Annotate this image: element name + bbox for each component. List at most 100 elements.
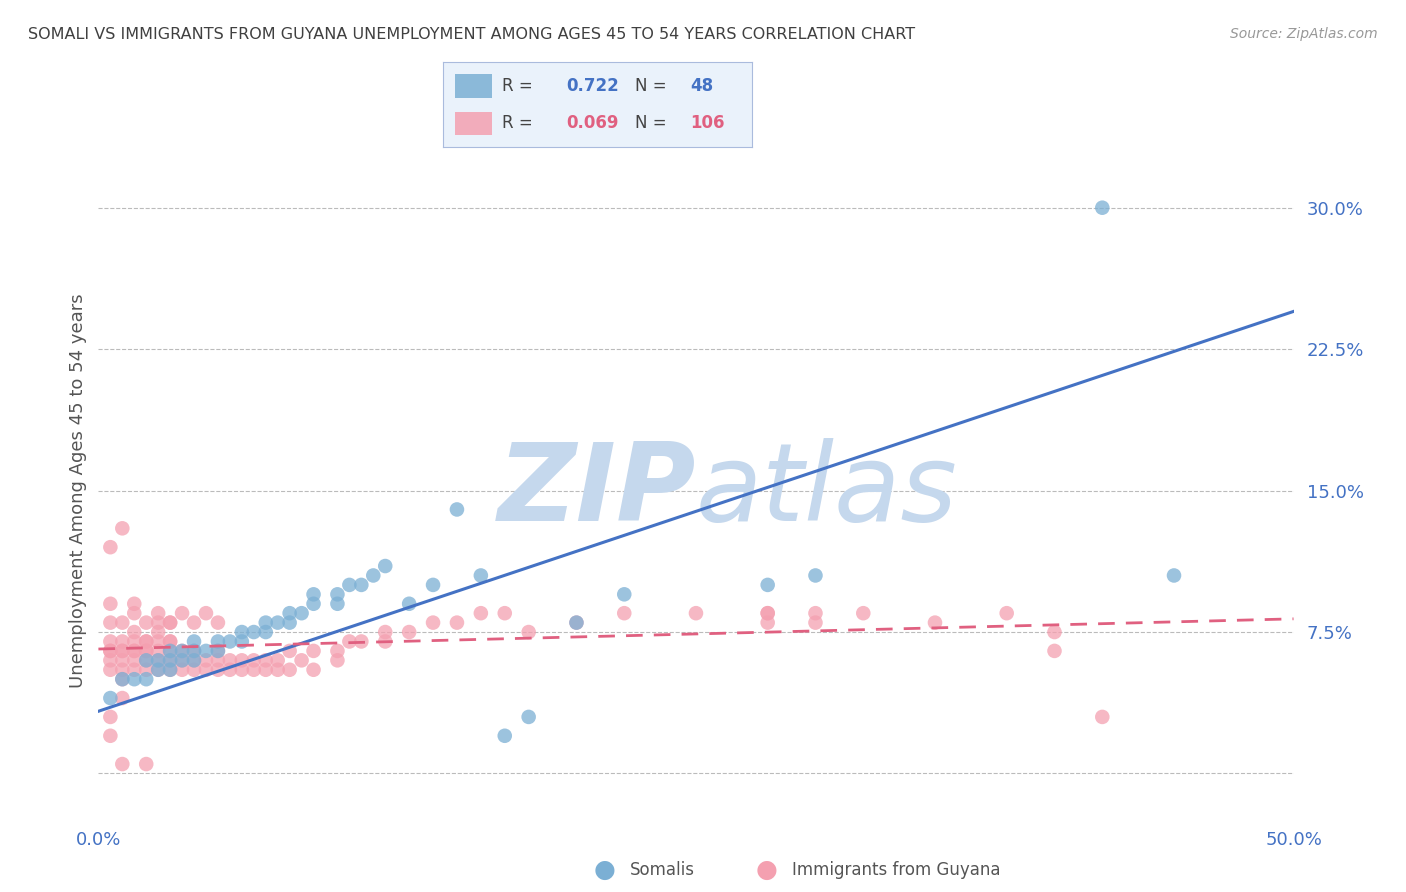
Point xyxy=(159,653,181,667)
Point xyxy=(339,634,361,648)
Point xyxy=(804,606,827,620)
Point xyxy=(1043,625,1066,640)
Point xyxy=(350,578,373,592)
Point xyxy=(231,625,253,640)
Point xyxy=(446,615,468,630)
Point xyxy=(172,644,194,658)
Text: 106: 106 xyxy=(690,114,725,132)
Point xyxy=(254,625,277,640)
Point xyxy=(98,597,122,611)
Text: SOMALI VS IMMIGRANTS FROM GUYANA UNEMPLOYMENT AMONG AGES 45 TO 54 YEARS CORRELAT: SOMALI VS IMMIGRANTS FROM GUYANA UNEMPLO… xyxy=(28,27,915,42)
Point xyxy=(302,587,325,601)
Point xyxy=(135,653,157,667)
Point xyxy=(148,653,170,667)
Text: ●: ● xyxy=(593,858,616,881)
Point xyxy=(302,644,325,658)
Point xyxy=(219,634,242,648)
Point xyxy=(446,502,468,516)
Point xyxy=(111,521,134,535)
Point xyxy=(756,606,779,620)
Point xyxy=(159,634,181,648)
Point xyxy=(326,644,349,658)
Text: N =: N = xyxy=(634,114,672,132)
Point xyxy=(111,757,134,772)
Point xyxy=(98,634,122,648)
Point xyxy=(326,653,349,667)
Point xyxy=(613,606,636,620)
Text: 0.069: 0.069 xyxy=(567,114,619,132)
Point xyxy=(111,663,134,677)
Point xyxy=(756,615,779,630)
Text: ZIP: ZIP xyxy=(498,438,696,543)
Point xyxy=(291,606,314,620)
Point xyxy=(756,578,779,592)
Point xyxy=(804,615,827,630)
Point xyxy=(254,615,277,630)
Point xyxy=(243,653,266,667)
Text: Somalis: Somalis xyxy=(630,861,695,879)
Point xyxy=(124,606,146,620)
Point xyxy=(374,625,396,640)
Point xyxy=(267,615,290,630)
Point xyxy=(172,606,194,620)
Point xyxy=(494,606,516,620)
Point xyxy=(756,606,779,620)
Point xyxy=(398,625,420,640)
Point xyxy=(98,729,122,743)
Point xyxy=(159,615,181,630)
Point xyxy=(254,663,277,677)
Bar xyxy=(456,112,492,136)
Point xyxy=(98,540,122,554)
Point xyxy=(278,606,301,620)
Point xyxy=(124,644,146,658)
Point xyxy=(207,653,229,667)
Point xyxy=(231,653,253,667)
Point xyxy=(172,653,194,667)
Point xyxy=(1043,644,1066,658)
Point xyxy=(159,644,181,658)
Point xyxy=(374,634,396,648)
Point xyxy=(470,606,492,620)
Text: 0.722: 0.722 xyxy=(567,78,620,95)
Point xyxy=(363,568,385,582)
Point xyxy=(183,653,205,667)
Point xyxy=(302,663,325,677)
Text: Immigrants from Guyana: Immigrants from Guyana xyxy=(792,861,1000,879)
Point xyxy=(172,644,194,658)
Point xyxy=(124,634,146,648)
Point xyxy=(302,597,325,611)
Text: 48: 48 xyxy=(690,78,713,95)
Point xyxy=(195,606,218,620)
Point xyxy=(98,691,122,706)
Point xyxy=(517,710,540,724)
Point xyxy=(159,653,181,667)
Point xyxy=(98,644,122,658)
Point xyxy=(124,653,146,667)
Point xyxy=(422,615,444,630)
Point xyxy=(183,663,205,677)
Point xyxy=(924,615,946,630)
Point xyxy=(195,663,218,677)
Point xyxy=(111,672,134,686)
Text: atlas: atlas xyxy=(696,438,957,543)
Point xyxy=(172,653,194,667)
Point xyxy=(159,615,181,630)
Point xyxy=(278,615,301,630)
Point xyxy=(124,644,146,658)
Point xyxy=(207,644,229,658)
Point xyxy=(135,634,157,648)
Point xyxy=(159,644,181,658)
Point xyxy=(326,597,349,611)
Point xyxy=(159,634,181,648)
Point xyxy=(135,634,157,648)
Point xyxy=(135,644,157,658)
Point xyxy=(111,644,134,658)
Point xyxy=(183,653,205,667)
Point xyxy=(98,710,122,724)
Point xyxy=(159,663,181,677)
Point xyxy=(172,663,194,677)
Bar xyxy=(456,74,492,98)
Point xyxy=(111,634,134,648)
Point xyxy=(565,615,588,630)
Point xyxy=(135,757,157,772)
